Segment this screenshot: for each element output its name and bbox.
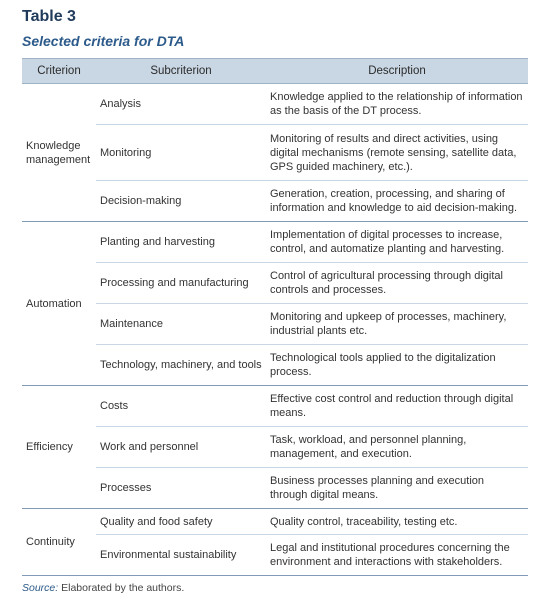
header-criterion: Criterion (22, 58, 96, 84)
description-cell: Technological tools applied to the digit… (266, 344, 528, 386)
subcriterion-cell: Monitoring (96, 124, 266, 181)
description-cell: Monitoring of results and direct activit… (266, 124, 528, 181)
table-row: Technology, machinery, and tools Technol… (22, 344, 528, 386)
header-subcriterion: Subcriterion (96, 58, 266, 84)
criterion-cell: Knowledge management (22, 83, 96, 222)
table-row: Decision-making Generation, creation, pr… (22, 180, 528, 222)
subcriterion-cell: Technology, machinery, and tools (96, 344, 266, 386)
description-cell: Control of agricultural processing throu… (266, 262, 528, 304)
table-row: Maintenance Monitoring and upkeep of pro… (22, 303, 528, 345)
description-cell: Knowledge applied to the relationship of… (266, 83, 528, 125)
subcriterion-cell: Decision-making (96, 180, 266, 222)
criteria-table: Criterion Subcriterion Description Knowl… (22, 58, 528, 576)
description-cell: Effective cost control and reduction thr… (266, 385, 528, 427)
source-note: Source: Elaborated by the authors. (22, 582, 184, 594)
description-cell: Business processes planning and executio… (266, 467, 528, 509)
table-header-row: Criterion Subcriterion Description (22, 58, 528, 84)
criterion-cell: Automation (22, 221, 96, 386)
subcriterion-cell: Quality and food safety (96, 508, 266, 535)
table-row: Processing and manufacturing Control of … (22, 262, 528, 304)
table-row: Work and personnel Task, workload, and p… (22, 426, 528, 468)
description-cell: Legal and institutional procedures conce… (266, 534, 528, 576)
subcriterion-cell: Processing and manufacturing (96, 262, 266, 304)
description-cell: Implementation of digital processes to i… (266, 221, 528, 263)
header-description: Description (266, 58, 528, 84)
source-label: Source: (22, 582, 59, 594)
table-title: Selected criteria for DTA (22, 33, 185, 49)
description-cell: Generation, creation, processing, and sh… (266, 180, 528, 222)
source-text: Elaborated by the authors. (58, 582, 185, 594)
subcriterion-cell: Analysis (96, 83, 266, 125)
table-row: Processes Business processes planning an… (22, 467, 528, 509)
description-cell: Monitoring and upkeep of processes, mach… (266, 303, 528, 345)
subcriterion-cell: Environmental sustainability (96, 534, 266, 576)
table-label: Table 3 (22, 8, 76, 25)
subcriterion-cell: Planting and harvesting (96, 221, 266, 263)
description-cell: Task, workload, and personnel planning, … (266, 426, 528, 468)
subcriterion-cell: Processes (96, 467, 266, 509)
table-row: Automation Planting and harvesting Imple… (22, 221, 528, 386)
table-row: Environmental sustainability Legal and i… (22, 534, 528, 576)
table-row: Knowledge management Analysis Knowledge … (22, 83, 528, 222)
description-cell: Quality control, traceability, testing e… (266, 508, 528, 535)
criterion-cell: Efficiency (22, 385, 96, 509)
subcriterion-cell: Work and personnel (96, 426, 266, 468)
table-row: Efficiency Costs Effective cost control … (22, 385, 528, 509)
criterion-cell: Continuity (22, 508, 96, 576)
table-row: Continuity Quality and food safety Quali… (22, 508, 528, 576)
subcriterion-cell: Costs (96, 385, 266, 427)
subcriterion-cell: Maintenance (96, 303, 266, 345)
table-row: Monitoring Monitoring of results and dir… (22, 124, 528, 181)
